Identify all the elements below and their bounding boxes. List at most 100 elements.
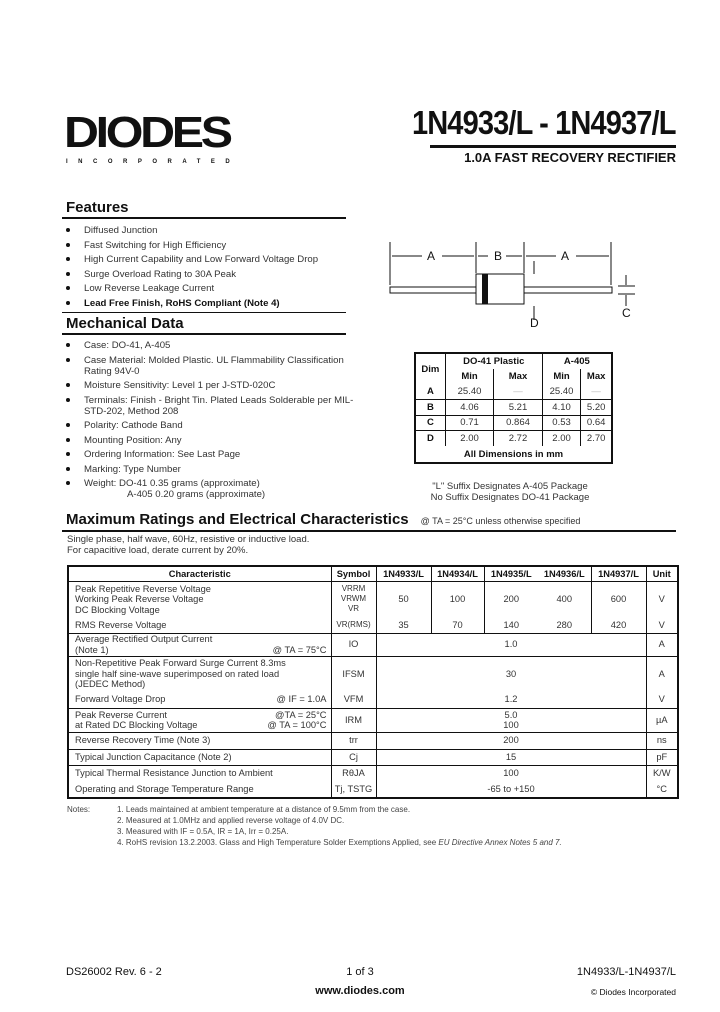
text: @ TA = 75°C	[272, 644, 327, 655]
ratings-heading-row: Maximum Ratings and Electrical Character…	[62, 511, 676, 529]
text: Forward Voltage Drop	[75, 694, 166, 704]
mechanical-list: Case: DO-41, A-405 Case Material: Molded…	[62, 340, 362, 500]
text: 100	[503, 720, 519, 730]
cell: A	[645, 632, 679, 657]
cell: 200	[375, 731, 647, 750]
table-row: Operating and Storage Temperature Range T…	[67, 781, 679, 799]
ratings-notes: Single phase, half wave, 60Hz, resistive…	[67, 534, 309, 556]
left-column: Features Diffused Junction Fast Switchin…	[62, 199, 362, 500]
cell: trr	[330, 731, 377, 750]
pkg-header: DO-41 Plastic	[444, 353, 543, 369]
ratings-section: Characteristic Symbol 1N4933/L 1N4934/L 1N49…	[67, 565, 679, 848]
doc-number: DS26002 Rev. 6 - 2	[66, 966, 162, 978]
cell: A	[645, 655, 679, 691]
cell: A	[426, 386, 434, 397]
text: @ TA = 100°C	[267, 720, 327, 730]
col-header: 1N4937/L	[590, 565, 647, 582]
copyright: © Diodes Incorporated	[590, 987, 676, 997]
list-item: Polarity: Cathode Band	[62, 420, 362, 431]
col-header: Unit	[645, 565, 679, 582]
notes-label: Notes:	[67, 805, 91, 814]
ratings-table: Characteristic Symbol 1N4933/L 1N4934/L 1N49…	[67, 565, 679, 799]
cell: 600	[590, 580, 647, 617]
suffix-note: "L" Suffix Designates A-405 Package No S…	[400, 481, 620, 503]
table-row: B 4.06 5.21 4.10 5.20	[415, 399, 612, 415]
table-row: Reverse Recovery Time (Note 3) trr 200 ns	[67, 731, 679, 750]
min-header: Min	[541, 368, 581, 384]
cell: 200	[483, 580, 538, 617]
cell: 2.70	[580, 430, 612, 446]
table-row: RMS Reverse Voltage VR(RMS) 35 70 140 280 420…	[67, 617, 679, 634]
cell: 4.10	[541, 399, 581, 415]
cell: VR(RMS)	[330, 617, 377, 634]
list-item: Mounting Position: Any	[62, 435, 362, 446]
cell: 25.40	[541, 384, 581, 400]
cell: V	[645, 617, 679, 634]
cell: Non-Repetitive Peak Forward Surge Curren…	[67, 655, 332, 691]
cell: Reverse Recovery Time (Note 3)	[67, 731, 332, 750]
cell: 280	[538, 617, 592, 634]
col-header: Symbol	[330, 565, 377, 582]
list-item: High Current Capability and Low Forward …	[62, 254, 362, 265]
ratings-note: For capacitive load, derate current by 2…	[67, 545, 249, 556]
dim-label-a: A	[427, 249, 435, 263]
table-row: Non-Repetitive Peak Forward Surge Curren…	[67, 655, 679, 691]
cell: 1.2	[375, 691, 647, 709]
list-item: Marking: Type Number	[62, 464, 362, 475]
cell: Forward Voltage Drop @ IF = 1.0A	[67, 691, 332, 709]
cell: VFM	[330, 691, 377, 709]
cathode-band	[482, 274, 488, 304]
features-heading: Features	[66, 199, 129, 216]
cell: D	[415, 430, 446, 446]
cell: 100	[430, 580, 485, 617]
note-item: 3. Measured with IF = 0.5A, IR = 1A, Irr…	[117, 827, 289, 836]
note-item: 4. RoHS revision 13.2.2003. Glass and Hi…	[67, 837, 677, 848]
cell: 4.06	[444, 399, 494, 415]
table-header-row: Characteristic Symbol 1N4933/L 1N4934/L 1N49…	[67, 565, 679, 582]
package-outline-diagram: A B A C D	[389, 242, 635, 330]
cell: 5.20	[580, 399, 612, 415]
cell: VRRM VRWM VR	[330, 580, 377, 617]
cell: 400	[538, 580, 592, 617]
cell: —	[493, 384, 543, 400]
cell: µA	[645, 707, 679, 733]
list-item: Moisture Sensitivity: Level 1 per J-STD-…	[62, 380, 362, 391]
title-rule	[430, 145, 676, 148]
mechanical-heading: Mechanical Data	[66, 315, 184, 332]
list-item: Low Reverse Leakage Current	[62, 283, 362, 294]
list-item: Lead Free Finish, RoHS Compliant (Note 4…	[62, 298, 362, 309]
note-item: 2. Measured at 1.0MHz and applied revers…	[117, 816, 345, 825]
table-row: Average Rectified Output Current (Note 1)…	[67, 632, 679, 657]
features-list: Diffused Junction Fast Switching for Hig…	[62, 225, 362, 309]
cell: —	[580, 384, 612, 400]
cell: IO	[330, 632, 377, 657]
dim-header: Dim	[421, 363, 440, 375]
note-italic: EU Directive Annex Notes 5 and 7.	[438, 838, 562, 847]
list-item: Case: DO-41, A-405	[62, 340, 362, 351]
cell: RMS Reverse Voltage	[67, 617, 332, 634]
cell: IRM	[330, 707, 377, 733]
table-row: Peak Reverse Current @TA = 25°C at Rated D…	[67, 707, 679, 733]
logo-subtext: INCORPORATED	[66, 159, 241, 165]
divider	[62, 333, 346, 335]
text: VRWM	[340, 594, 367, 604]
dim-label-a2: A	[561, 249, 569, 263]
cell: Average Rectified Output Current (Note 1)…	[67, 632, 332, 657]
cell: Peak Repetitive Reverse Voltage Working P…	[67, 580, 332, 617]
page-subtitle: 1.0A FAST RECOVERY RECTIFIER	[464, 150, 676, 165]
cell: Typical Junction Capacitance (Note 2)	[67, 748, 332, 766]
cell: Operating and Storage Temperature Range	[67, 781, 332, 799]
cell: V	[645, 691, 679, 709]
min-header: Min	[444, 368, 494, 384]
list-item: Terminals: Finish - Bright Tin. Plated L…	[62, 395, 362, 417]
notes: Notes: 1. Leads maintained at ambient te…	[67, 804, 677, 848]
text: @TA = 25°C	[275, 709, 327, 720]
cell: IFSM	[330, 655, 377, 691]
cell: pF	[645, 748, 679, 766]
table-row: A 25.40—25.40—	[415, 384, 612, 400]
diodes-logo: DIODES	[64, 108, 233, 157]
website-link[interactable]: www.diodes.com	[315, 985, 405, 997]
cell: 30	[375, 655, 647, 691]
dimensions-table: Dim DO-41 Plastic A-405 Min Max Min Max A 25.4…	[414, 352, 613, 464]
suffix-line: No Suffix Designates DO-41 Package	[430, 492, 590, 503]
